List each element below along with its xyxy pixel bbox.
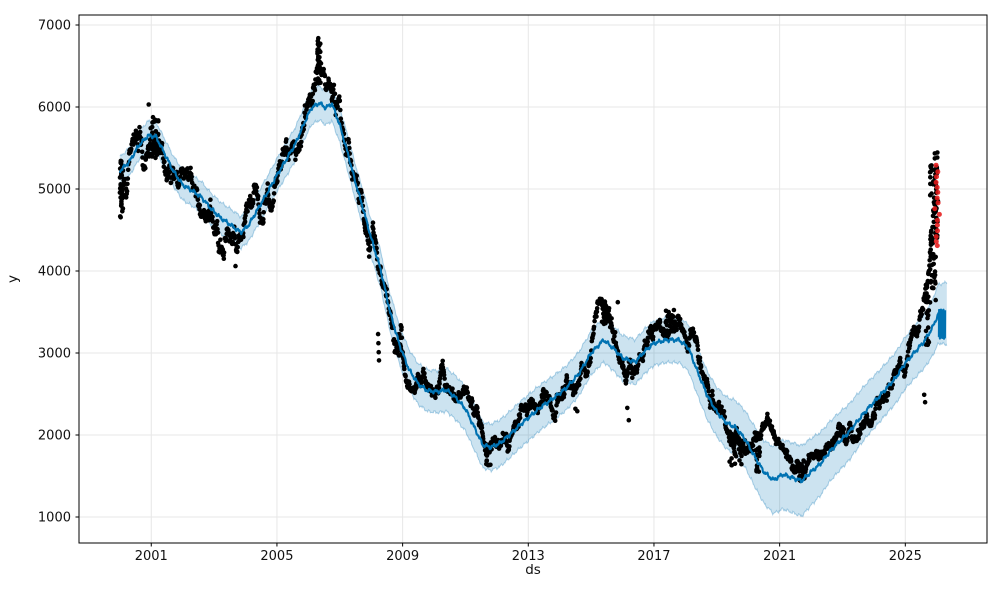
x-axis-label: ds: [525, 562, 541, 578]
x-tick-label: 2025: [889, 549, 922, 564]
y-tick-label: 4000: [38, 265, 71, 280]
x-tick-label: 2001: [135, 549, 168, 564]
forecast-line: [118, 101, 947, 484]
y-tick-label: 2000: [38, 429, 71, 444]
x-tick-label: 2013: [512, 549, 545, 564]
y-axis-label: y: [5, 275, 21, 283]
x-tick-label: 2005: [260, 549, 293, 564]
y-tick-label: 6000: [38, 101, 71, 116]
y-tick-label: 7000: [38, 19, 71, 34]
y-tick-label: 3000: [38, 347, 71, 362]
y-tick-label: 5000: [38, 183, 71, 198]
x-tick-label: 2009: [386, 549, 419, 564]
y-tick-label: 1000: [38, 511, 71, 526]
x-tick-label: 2021: [763, 549, 796, 564]
anomalies-scatter: [932, 162, 942, 249]
axes: 2001 2005 2009 2013 2017 2021 2025 1000 2000 3000…: [5, 14, 988, 578]
x-tick-label: 2017: [637, 549, 670, 564]
gridlines: [79, 15, 987, 543]
